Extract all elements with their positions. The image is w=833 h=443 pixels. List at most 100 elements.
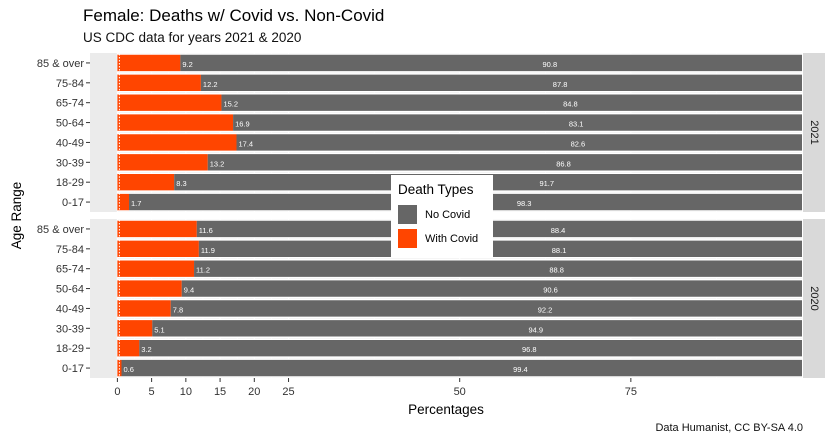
bar-no-covid-2021-50-64 <box>233 113 803 132</box>
data-label-no-covid: 92.2 <box>538 305 553 314</box>
bar-no-covid-2021-85-and-over <box>180 53 802 72</box>
bar-no-covid-2021-30-39 <box>207 153 802 172</box>
data-label-with-covid: 11.9 <box>201 246 215 255</box>
data-label-with-covid: 8.3 <box>176 179 186 188</box>
y-tick-label: 30-39 <box>56 323 84 335</box>
y-tick-label: 18-29 <box>56 177 84 189</box>
data-label-with-covid: 16.9 <box>235 120 250 129</box>
data-label-no-covid: 91.7 <box>539 179 554 188</box>
data-label-with-covid: 9.4 <box>184 286 194 295</box>
data-label-with-covid: 11.2 <box>196 266 210 275</box>
legend-key-no-covid <box>398 205 417 224</box>
y-tick-label: 18-29 <box>56 343 84 355</box>
bar-with-covid-2020-85-and-over <box>117 219 197 238</box>
bar-with-covid-2020-65-74 <box>117 259 195 278</box>
facet-strip-2020 <box>803 219 825 378</box>
data-label-no-covid: 88.8 <box>549 266 564 275</box>
y-tick-label: 75-84 <box>56 78 84 90</box>
data-label-no-covid: 90.8 <box>543 60 558 69</box>
data-label-with-covid: 12.2 <box>203 80 218 89</box>
y-tick-label: 65-74 <box>56 264 84 276</box>
bar-with-covid-2021-85-and-over <box>117 53 181 72</box>
bar-no-covid-2020-75-84 <box>198 239 802 258</box>
bar-with-covid-2021-40-49 <box>117 133 237 152</box>
data-label-with-covid: 0.6 <box>123 365 133 374</box>
data-label-no-covid: 98.3 <box>517 199 532 208</box>
y-tick-label: 75-84 <box>56 244 84 256</box>
x-tick-label: 0 <box>114 386 120 398</box>
y-tick-label: 50-64 <box>56 284 84 296</box>
y-axis-title: Age Range <box>9 182 24 250</box>
bar-no-covid-2020-50-64 <box>181 279 802 298</box>
chart-title: Female: Deaths w/ Covid vs. Non-Covid <box>83 6 385 25</box>
bar-no-covid-2020-18-29 <box>139 339 803 358</box>
y-tick-label: 50-64 <box>56 118 84 130</box>
bar-with-covid-2021-0-17 <box>117 193 130 212</box>
legend-title: Death Types <box>398 182 474 197</box>
x-tick-label: 20 <box>248 386 260 398</box>
bar-with-covid-2020-40-49 <box>117 299 171 318</box>
x-tick-label: 15 <box>214 386 226 398</box>
bar-no-covid-2020-85-and-over <box>196 219 803 238</box>
data-label-no-covid: 86.8 <box>556 159 571 168</box>
bar-with-covid-2020-75-84 <box>117 239 199 258</box>
data-label-with-covid: 3.2 <box>141 345 151 354</box>
data-label-no-covid: 94.9 <box>528 325 543 334</box>
chart-subtitle: US CDC data for years 2021 & 2020 <box>83 30 302 45</box>
data-label-no-covid: 82.6 <box>571 139 586 148</box>
y-tick-label: 40-49 <box>56 137 84 149</box>
bar-no-covid-2021-75-84 <box>200 73 802 92</box>
data-label-no-covid: 84.8 <box>563 100 578 109</box>
bar-with-covid-2020-18-29 <box>117 339 140 358</box>
bar-no-covid-2020-0-17 <box>121 359 802 378</box>
x-tick-label: 50 <box>454 386 466 398</box>
y-tick-label: 85 & over <box>37 58 84 70</box>
bar-no-covid-2020-40-49 <box>170 299 803 318</box>
bar-with-covid-2021-30-39 <box>117 153 208 172</box>
y-tick-label: 65-74 <box>56 98 84 110</box>
x-tick-label: 75 <box>625 386 637 398</box>
x-axis-title: Percentages <box>408 402 484 417</box>
data-label-no-covid: 99.4 <box>513 365 528 374</box>
y-tick-label: 0-17 <box>62 363 84 375</box>
bar-with-covid-2020-0-17 <box>117 359 122 378</box>
facet-label-2020: 2020 <box>808 286 820 310</box>
data-label-with-covid: 11.6 <box>199 226 213 235</box>
y-tick-label: 40-49 <box>56 303 84 315</box>
chart-caption: Data Humanist, CC BY-SA 4.0 <box>655 422 803 434</box>
y-tick-label: 30-39 <box>56 157 84 169</box>
legend-key-with-covid <box>398 229 417 248</box>
bar-with-covid-2021-50-64 <box>117 113 234 132</box>
legend: Death Types No Covid With Covid <box>391 175 493 257</box>
bar-with-covid-2021-75-84 <box>117 73 201 92</box>
data-label-no-covid: 87.8 <box>553 80 568 89</box>
bar-with-covid-2021-18-29 <box>117 173 175 192</box>
data-label-no-covid: 88.4 <box>551 226 566 235</box>
bar-no-covid-2020-65-74 <box>194 259 803 278</box>
bar-no-covid-2021-40-49 <box>236 133 802 152</box>
y-tick-label: 85 & over <box>37 224 84 236</box>
bar-no-covid-2020-30-39 <box>152 319 803 338</box>
y-tick-label: 0-17 <box>62 197 84 209</box>
data-label-with-covid: 9.2 <box>182 60 192 69</box>
x-tick-label: 25 <box>282 386 294 398</box>
legend-label-with-covid: With Covid <box>425 233 479 245</box>
data-label-no-covid: 83.1 <box>569 120 584 129</box>
data-label-with-covid: 1.7 <box>131 199 141 208</box>
data-label-with-covid: 7.8 <box>173 305 183 314</box>
data-label-with-covid: 17.4 <box>239 139 254 148</box>
x-tick-label: 5 <box>149 386 155 398</box>
bar-with-covid-2021-65-74 <box>117 93 222 112</box>
data-label-no-covid: 96.8 <box>522 345 537 354</box>
data-label-no-covid: 88.1 <box>552 246 567 255</box>
bar-no-covid-2021-65-74 <box>221 93 802 112</box>
legend-label-no-covid: No Covid <box>425 209 471 221</box>
facet-strip-2021 <box>803 53 825 212</box>
data-label-with-covid: 13.2 <box>210 159 225 168</box>
bar-with-covid-2020-30-39 <box>117 319 153 338</box>
facet-label-2021: 2021 <box>808 120 820 144</box>
data-label-no-covid: 90.6 <box>543 286 558 295</box>
data-label-with-covid: 15.2 <box>223 100 238 109</box>
data-label-with-covid: 5.1 <box>154 325 164 334</box>
bar-with-covid-2020-50-64 <box>117 279 182 298</box>
